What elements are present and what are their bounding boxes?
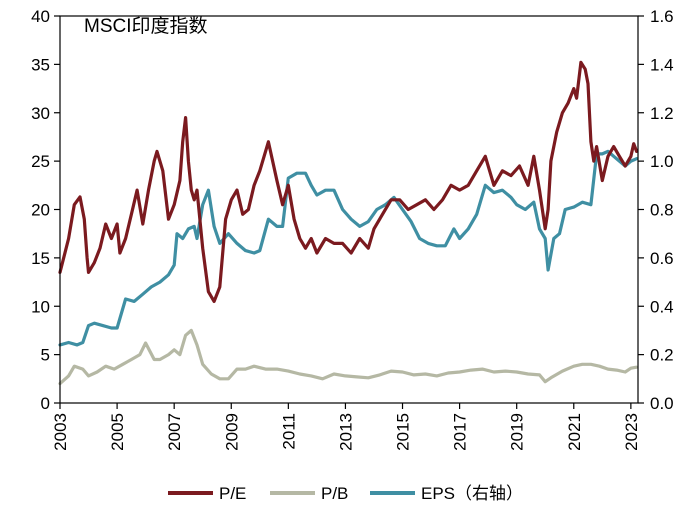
right-y-axis: 0.0 0.2 0.4 0.6 0.8 1.0 1.2 1.4 1.6 (638, 7, 674, 413)
left-y-tick-label: 25 (31, 152, 50, 171)
left-y-tick-label: 20 (31, 201, 50, 220)
x-tick-label: 2021 (565, 413, 584, 451)
x-tick-label: 2007 (165, 413, 184, 451)
right-y-tick-label: 0.2 (650, 346, 674, 365)
x-tick-label: 2009 (222, 413, 241, 451)
right-y-tick-label: 0.8 (650, 201, 674, 220)
x-axis: 2003 2005 2007 2009 2011 2013 2015 2017 2019 2021… (51, 403, 641, 451)
x-tick-label: 2011 (279, 413, 298, 450)
left-y-tick-label: 5 (41, 346, 50, 365)
legend: P/E P/B EPS（右轴） (168, 484, 523, 503)
series-line-pe (58, 60, 639, 303)
left-y-tick-label: 30 (31, 104, 50, 123)
legend-label-eps: EPS（右轴） (421, 484, 523, 503)
right-y-tick-label: 0.6 (650, 249, 674, 268)
left-y-tick-label: 40 (31, 7, 50, 26)
x-tick-label: 2023 (622, 413, 641, 451)
left-y-axis: 0 5 10 15 20 25 30 35 40 (31, 7, 60, 413)
legend-label-pe: P/E (219, 484, 246, 503)
right-y-tick-label: 0.4 (650, 297, 674, 316)
right-y-tick-label: 1.4 (650, 55, 674, 74)
series-layer (58, 60, 639, 386)
left-y-tick-label: 10 (31, 297, 50, 316)
x-tick-label: 2005 (108, 413, 127, 451)
x-tick-label: 2019 (508, 413, 527, 451)
left-y-tick-label: 35 (31, 55, 50, 74)
right-y-tick-label: 1.0 (650, 152, 674, 171)
x-tick-label: 2003 (51, 413, 70, 451)
right-y-tick-label: 1.2 (650, 104, 674, 123)
legend-label-pb: P/B (321, 484, 348, 503)
series-line-pb (58, 328, 639, 386)
x-tick-label: 2013 (336, 413, 355, 451)
left-y-tick-label: 15 (31, 249, 50, 268)
series-line-eps (58, 149, 639, 347)
x-tick-label: 2015 (394, 413, 413, 451)
chart-title: MSCI印度指数 (84, 15, 208, 37)
left-y-tick-label: 0 (41, 394, 50, 413)
x-tick-label: 2017 (451, 413, 470, 451)
right-y-tick-label: 0.0 (650, 394, 674, 413)
right-y-tick-label: 1.6 (650, 7, 674, 26)
